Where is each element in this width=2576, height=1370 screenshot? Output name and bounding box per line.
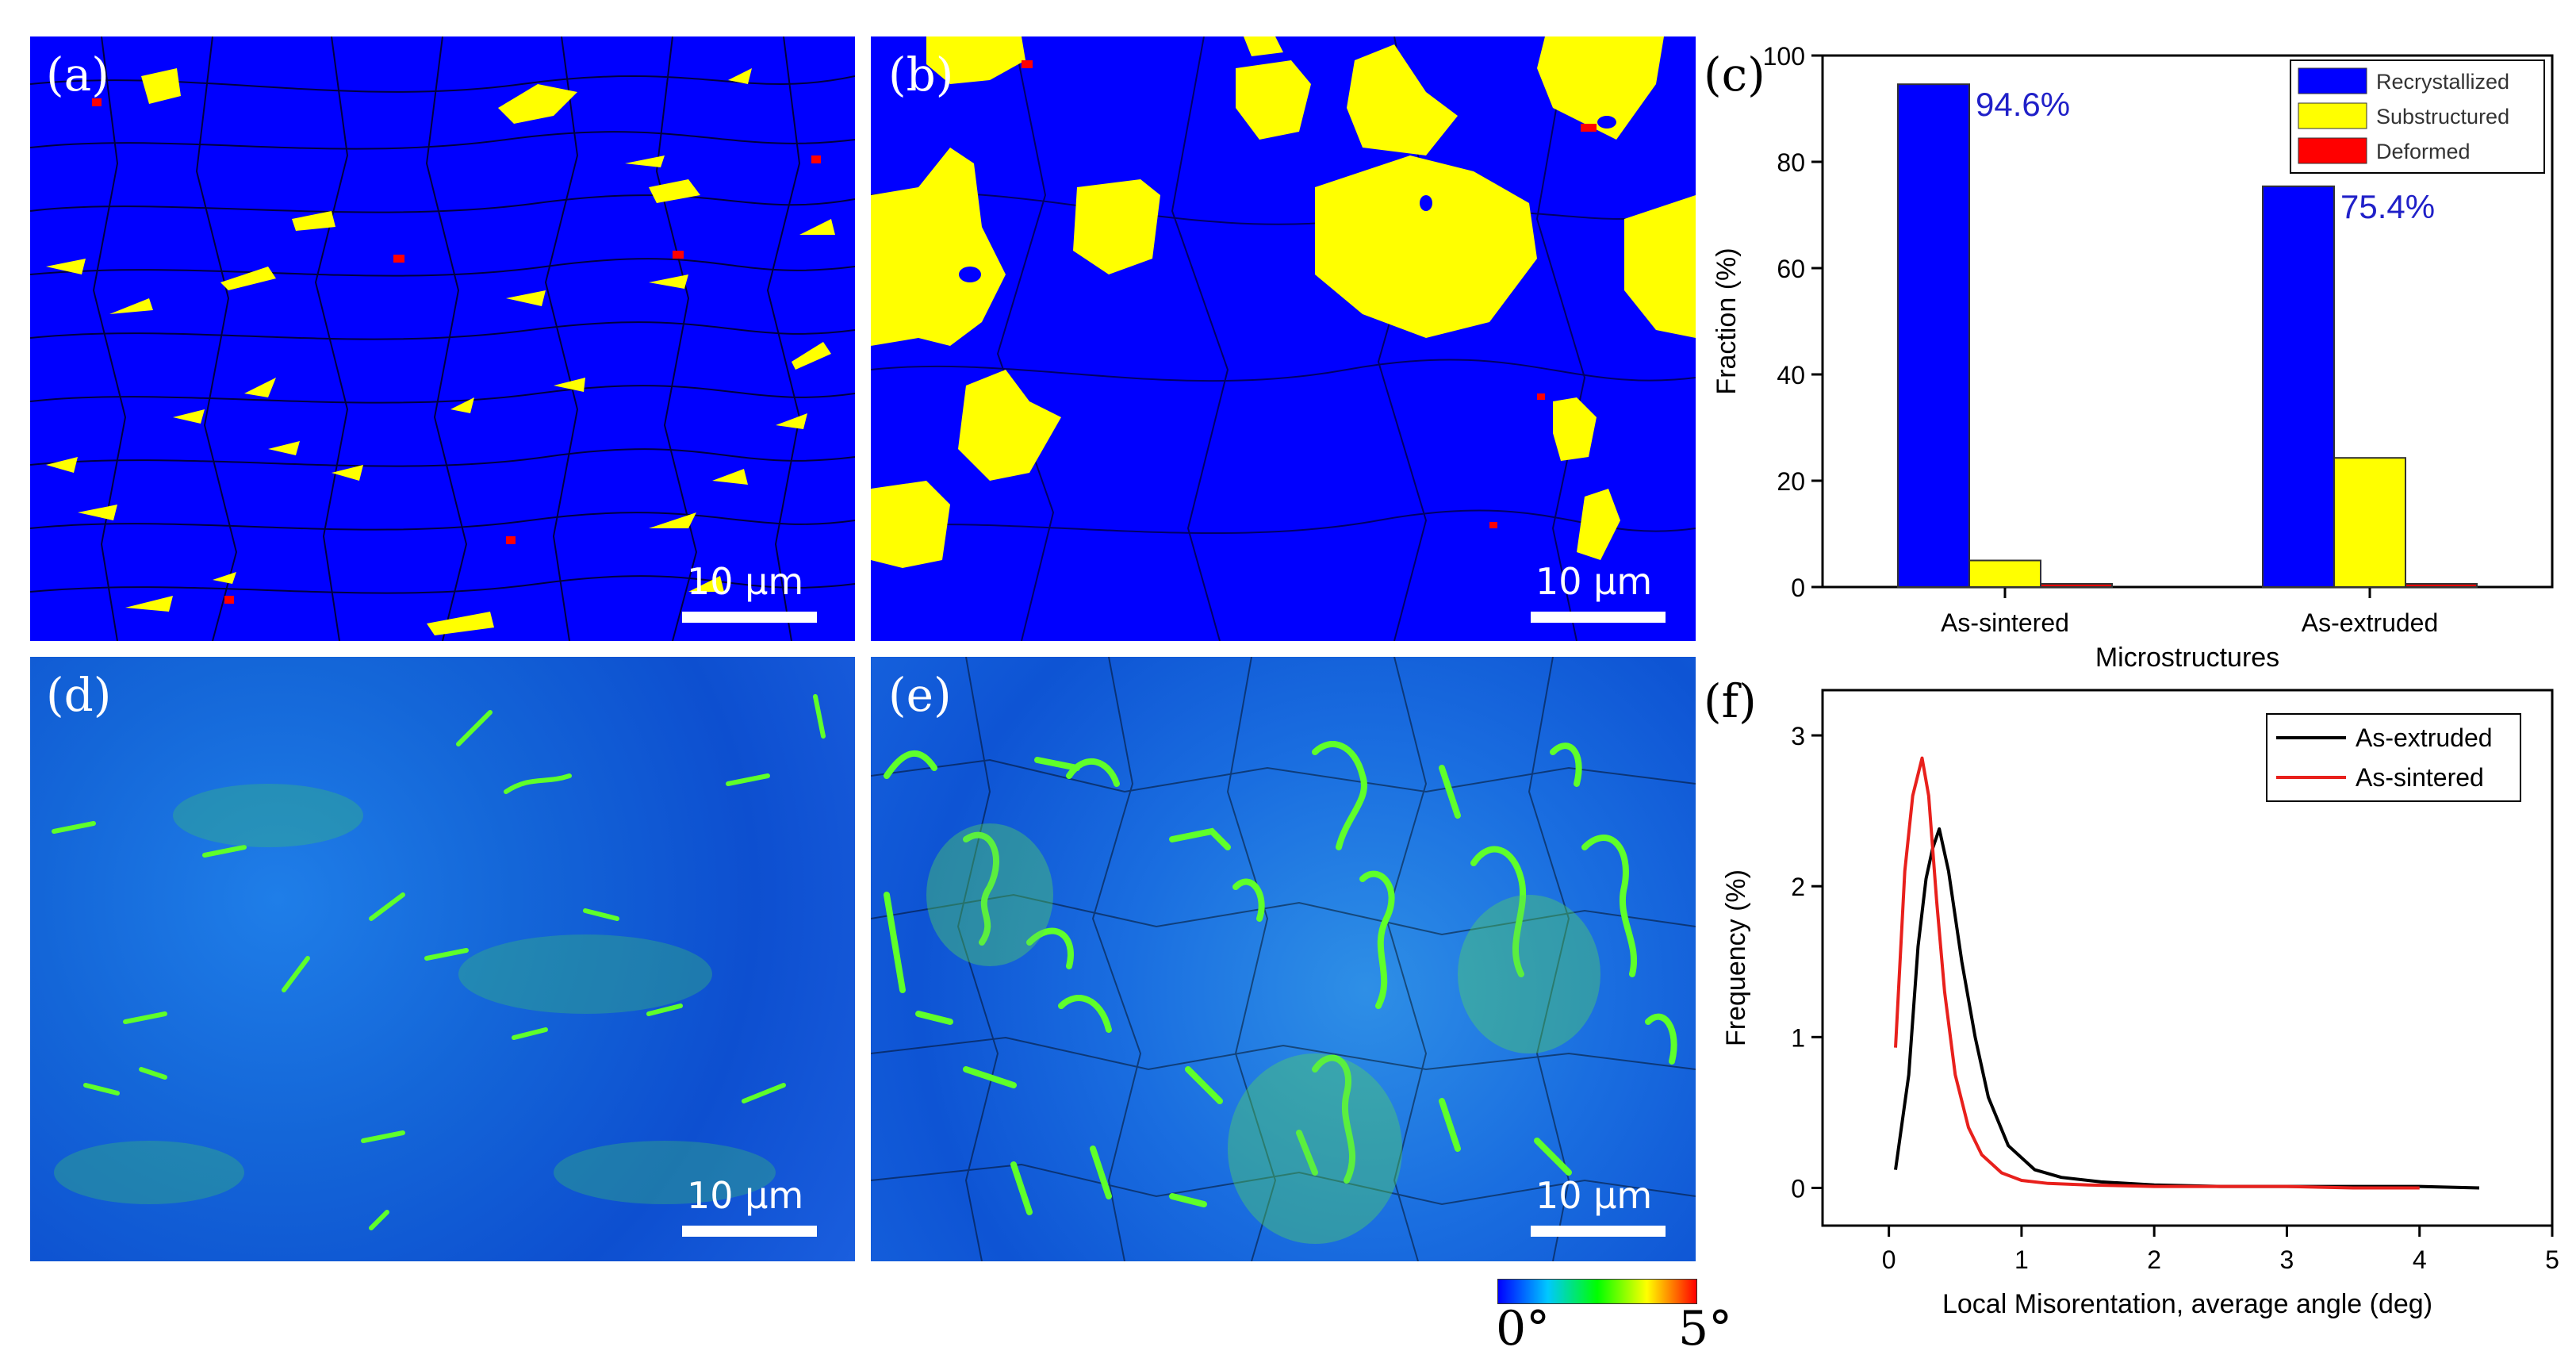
chart-c-ytick-label: 0	[1791, 574, 1805, 602]
scalebar-d	[682, 1226, 817, 1237]
chart-c-bar	[2262, 185, 2335, 588]
chart-c-legend-label: Substructured	[2376, 105, 2509, 129]
map-a-grains	[30, 36, 855, 641]
chart-c-bar	[1968, 559, 2041, 588]
chart-c-bar	[1897, 83, 1970, 589]
chart-f-ytick-label: 2	[1791, 873, 1805, 901]
chart-c-bar	[2333, 457, 2406, 588]
scale-label-d: 10 µm	[687, 1174, 804, 1217]
chart-c-legend-swatch	[2298, 102, 2367, 129]
chart-f-xtick-label: 5	[2545, 1245, 2559, 1274]
scale-label-b: 10 µm	[1535, 560, 1653, 603]
chart-c-xlabel: Microstructures	[2095, 643, 2279, 673]
chart-c-bars: 94.6% 75.4%	[1897, 83, 2478, 589]
chart-f-xlabel: Local Misorentation, average angle (deg)	[1942, 1289, 2432, 1319]
map-b-grains	[871, 36, 1696, 641]
colorbar-min-label: 0°	[1496, 1301, 1551, 1357]
chart-c-frame	[1821, 54, 2554, 589]
chart-c-legend-label: Recrystallized	[2376, 70, 2509, 94]
chart-f-ylabel: Frequency (%)	[1721, 869, 1751, 1046]
scale-label-e: 10 µm	[1535, 1174, 1653, 1217]
chart-f-xtick-label: 4	[2413, 1245, 2427, 1274]
chart-c-ytick-label: 100	[1763, 42, 1805, 71]
chart-f-xtick-label: 3	[2280, 1245, 2294, 1274]
map-d: (d) 10 µm	[30, 657, 855, 1261]
chart-f-ytick-label: 0	[1791, 1174, 1805, 1203]
chart-c-ytick-label: 60	[1777, 255, 1805, 283]
chart-c-annotation: 75.4%	[2340, 188, 2435, 225]
chart-c-bar	[2405, 582, 2478, 588]
chart-f-xtick-label: 2	[2147, 1245, 2161, 1274]
chart-f-legend-box	[2266, 713, 2521, 802]
map-a: (a) 10 µm	[30, 36, 855, 641]
chart-f-legend-label: As-extruded	[2356, 723, 2493, 752]
colorbar-max-label: 5°	[1678, 1301, 1733, 1357]
panel-letter-a: (a)	[46, 48, 109, 102]
map-d-features	[52, 694, 826, 1230]
chart-f-ytick-label: 1	[1791, 1023, 1805, 1052]
chart-c-legend-swatch	[2298, 67, 2367, 94]
colorbar	[1497, 1279, 1697, 1304]
chart-c-ytick-label: 40	[1777, 361, 1805, 390]
chart-f-lines	[1894, 756, 2480, 1190]
chart-f-xtick-label: 1	[2014, 1245, 2029, 1274]
scalebar-e	[1531, 1226, 1666, 1237]
chart-f-line	[1894, 827, 2480, 1190]
chart-c-ytick-label: 20	[1777, 467, 1805, 496]
panel-letter-b: (b)	[888, 48, 954, 102]
chart-f-ytick-label: 3	[1791, 722, 1805, 750]
scalebar-a	[682, 612, 817, 623]
map-e-features	[871, 657, 1696, 1261]
chart-f-xtick-label: 0	[1882, 1245, 1896, 1274]
chart-f-legend: As-extruded As-sintered	[2266, 713, 2521, 802]
panel-letter-c: (c)	[1704, 48, 1765, 102]
chart-c-xtick-label: As-sintered	[1941, 608, 2069, 637]
panel-letter-f: (f)	[1704, 674, 1757, 728]
scale-label-a: 10 µm	[687, 560, 804, 603]
chart-c-legend: Recrystallized Substructured Deformed	[2290, 59, 2545, 174]
chart-c-legend-box	[2290, 59, 2545, 174]
chart-c-annotation: 94.6%	[1976, 86, 2070, 123]
chart-f-line	[1894, 756, 2420, 1190]
chart-f-legend-label: As-sintered	[2356, 763, 2484, 792]
chart-c-ylabel: Fraction (%)	[1712, 248, 1742, 394]
chart-c-legend-label: Deformed	[2376, 140, 2471, 163]
chart-c-ytick-label: 80	[1777, 148, 1805, 177]
chart-f-axes: 0 1 2 3 0 1 2 3 4 5 Frequency (%) Local Misorentati…	[1721, 689, 2559, 1319]
map-e: (e) 10 µm	[871, 657, 1696, 1261]
map-b: (b) 10 µm	[871, 36, 1696, 641]
chart-f-frame	[1821, 689, 2554, 1227]
chart-c-legend-swatch	[2298, 137, 2367, 164]
chart-c-bar	[2040, 582, 2113, 588]
chart-c-axes: 0 20 40 60 80 100 Fraction (%) Microstructures A…	[1712, 42, 2554, 673]
scalebar-b	[1531, 612, 1666, 623]
panel-letter-e: (e)	[888, 668, 952, 722]
panel-letter-d: (d)	[46, 668, 112, 722]
chart-c-xtick-label: As-extruded	[2302, 608, 2439, 637]
